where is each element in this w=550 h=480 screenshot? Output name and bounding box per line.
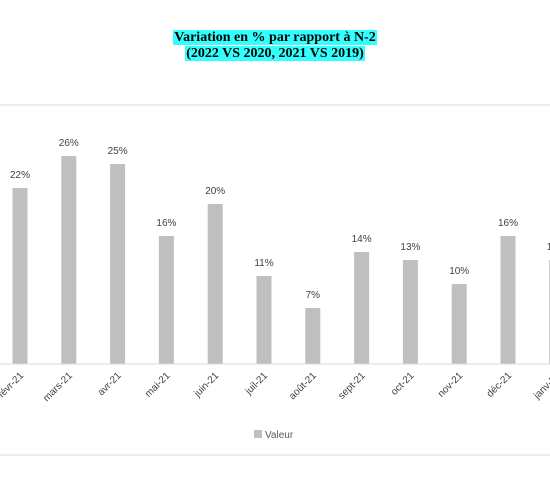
data-label-sept-21: 14% <box>352 234 372 245</box>
bar-déc-21 <box>500 236 516 364</box>
x-tick-label-janv-22: janv-22 <box>531 370 550 402</box>
chart-title: Variation en % par rapport à N-2 (2022 V… <box>0 30 550 62</box>
chart-title-line-2: (2022 VS 2020, 2021 VS 2019) <box>185 46 365 61</box>
x-tick-label-juin-21: juin-21 <box>192 370 222 400</box>
data-label-juin-21: 20% <box>205 186 225 197</box>
x-tick-label-févr-21: févr-21 <box>0 370 26 400</box>
data-label-août-21: 7% <box>306 290 321 301</box>
x-tick-label-août-21: août-21 <box>287 370 319 402</box>
legend-label: Valeur <box>265 430 294 441</box>
bar-juil-21 <box>256 276 272 364</box>
data-label-nov-21: 10% <box>449 266 469 277</box>
x-tick-label-mai-21: mai-21 <box>143 370 173 400</box>
x-tick-label-juil-21: juil-21 <box>243 370 271 398</box>
data-label-mai-21: 16% <box>156 218 176 229</box>
bar-oct-21 <box>402 260 418 364</box>
bar-nov-21 <box>451 284 467 364</box>
data-label-mars-21: 26% <box>59 138 79 149</box>
data-label-janv-22: 13% <box>547 242 550 253</box>
legend: Valeur <box>254 430 294 441</box>
x-tick-label-oct-21: oct-21 <box>389 370 417 398</box>
bar-mai-21 <box>158 236 174 364</box>
data-label-avr-21: 25% <box>108 146 128 157</box>
data-labels: 22% 26% 25% 16% 20% 11% 7% 14% 13% 10% 16% 13% <box>10 138 550 301</box>
x-tick-label-avr-21: avr-21 <box>96 370 124 398</box>
bar-août-21 <box>305 308 321 364</box>
x-axis-tick-labels: févr-21 mars-21 avr-21 mai-21 juin-21 juil-21… <box>0 370 550 404</box>
data-label-déc-21: 16% <box>498 218 518 229</box>
x-tick-label-nov-21: nov-21 <box>436 370 466 400</box>
x-tick-label-mars-21: mars-21 <box>41 370 75 404</box>
bar-juin-21 <box>207 204 223 364</box>
bar-avr-21 <box>110 164 126 364</box>
bar-sept-21 <box>354 252 370 364</box>
chart-title-line-1: Variation en % par rapport à N-2 <box>173 30 377 45</box>
bar-series <box>12 156 550 364</box>
data-label-oct-21: 13% <box>400 242 420 253</box>
data-label-juil-21: 11% <box>254 258 273 269</box>
x-tick-label-sept-21: sept-21 <box>336 370 368 402</box>
bar-mars-21 <box>61 156 77 364</box>
bar-févr-21 <box>12 188 28 364</box>
legend-swatch <box>254 430 262 438</box>
data-label-févr-21: 22% <box>10 170 30 181</box>
x-tick-label-déc-21: déc-21 <box>485 370 515 400</box>
